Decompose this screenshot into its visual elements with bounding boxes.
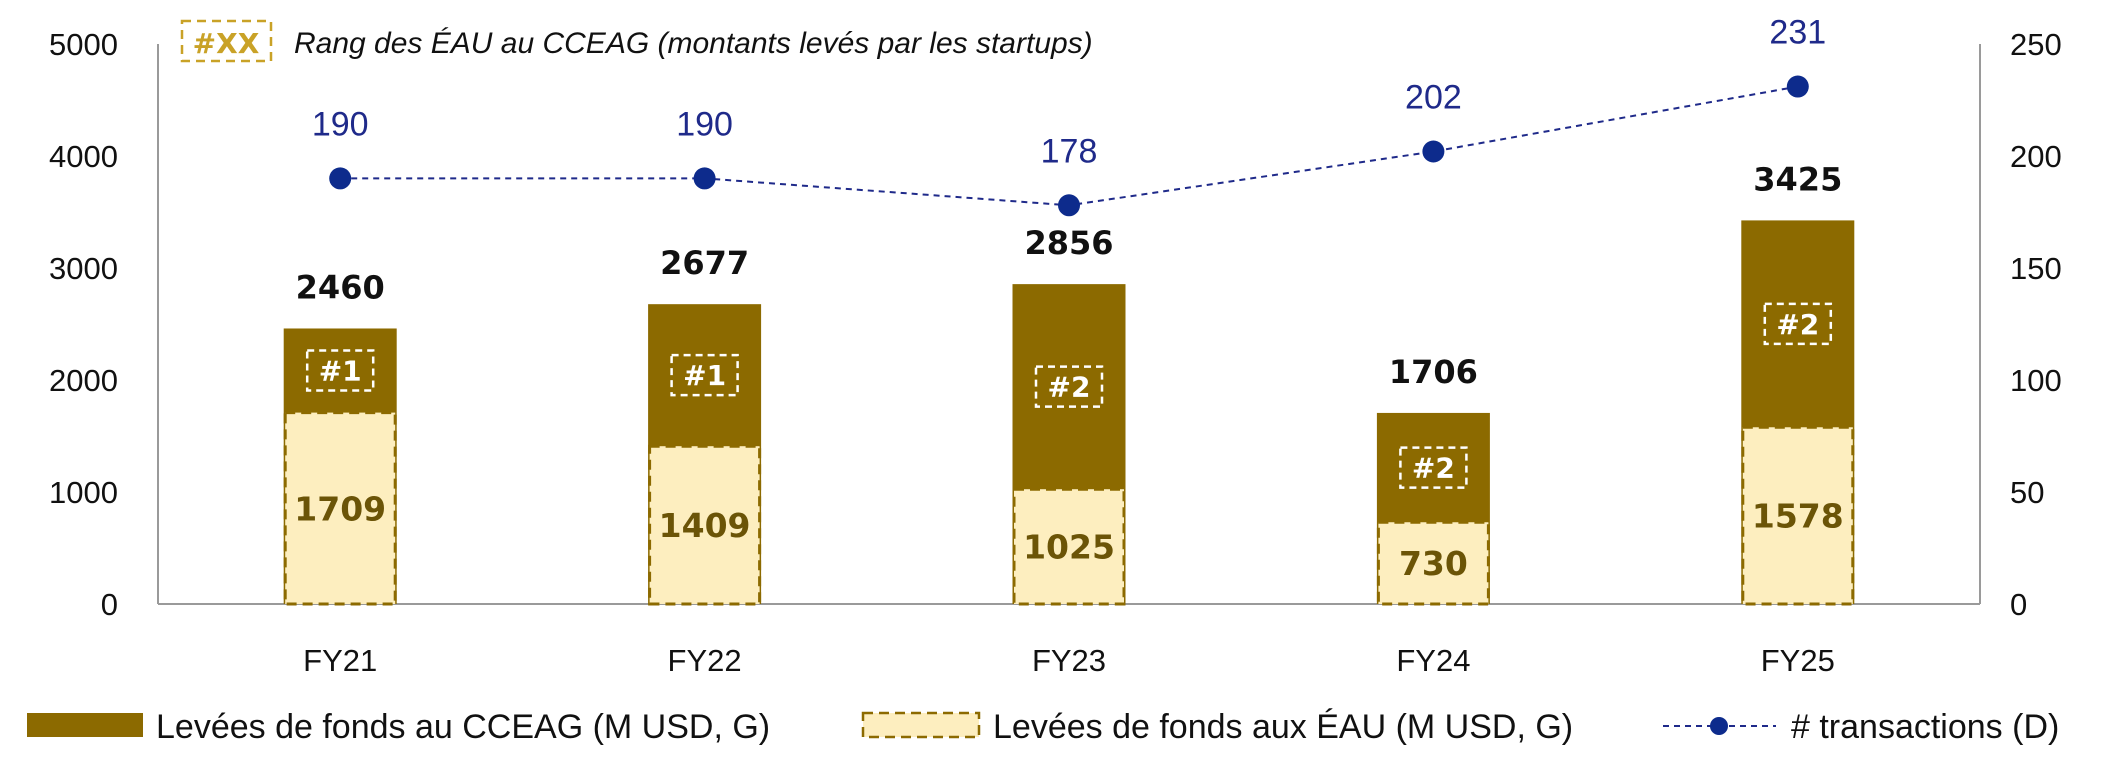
uae-bar <box>1012 487 1126 606</box>
y-left-tick-label: 1000 <box>49 475 118 510</box>
uae-value-label: 1409 <box>659 506 751 545</box>
x-tick-label: FY21 <box>303 643 377 678</box>
transactions-label: 178 <box>1041 132 1098 170</box>
y-left-tick-label: 5000 <box>49 27 118 62</box>
gcc-total-label: 2856 <box>1024 224 1113 262</box>
transactions-label: 190 <box>312 105 369 143</box>
rank-label: #2 <box>1048 371 1091 404</box>
transactions-line <box>329 75 1809 217</box>
rank-box <box>1399 446 1468 489</box>
transactions-point <box>1786 75 1809 98</box>
legend-swatch-marker <box>1710 717 1728 735</box>
transactions-label: 202 <box>1405 79 1462 117</box>
legend-swatch-gcc <box>27 713 143 737</box>
rank-box <box>1034 365 1104 408</box>
rank-box <box>305 349 375 392</box>
y-left-tick-label: 2000 <box>49 363 118 398</box>
y-right-tick-label: 50 <box>2010 475 2044 510</box>
uae-bar <box>283 411 397 606</box>
rank-annotation: #XX Rang des ÉAU au CCEAG (montants levé… <box>180 19 1093 63</box>
uae-value-label: 1709 <box>294 489 386 528</box>
uae-value-label: 730 <box>1399 544 1468 583</box>
uae-bar <box>1376 520 1490 606</box>
legend-swatch-uae <box>861 711 981 739</box>
y-right-tick-label: 250 <box>2010 27 2062 62</box>
y-left-tick-label: 4000 <box>49 139 118 174</box>
uae-bar <box>1741 425 1855 606</box>
rank-label: #2 <box>1412 452 1455 485</box>
legend-label-transactions: # transactions (D) <box>1791 708 2059 746</box>
uae-value-label: 1578 <box>1752 497 1844 536</box>
axes: 0 1000 2000 3000 4000 5000 0 50 100 150 200 250 FY21… <box>49 27 2062 678</box>
y-left-tick-label: 0 <box>101 587 118 622</box>
rank-label: #1 <box>683 359 726 392</box>
x-tick-label: FY22 <box>668 643 742 678</box>
legend: Levées de fonds au CCEAG (M USD, G) Levée… <box>27 708 2059 746</box>
legend-label-gcc: Levées de fonds au CCEAG (M USD, G) <box>156 708 770 746</box>
transactions-point <box>1422 140 1445 163</box>
legend-label-uae: Levées de fonds aux ÉAU (M USD, G) <box>993 708 1573 746</box>
gcc-total-label: 1706 <box>1389 353 1478 391</box>
rank-label: #1 <box>319 355 362 388</box>
y-left-tick-label: 3000 <box>49 251 118 286</box>
bars <box>283 220 1855 606</box>
y-right-tick-label: 100 <box>2010 363 2062 398</box>
y-right-tick-label: 200 <box>2010 139 2062 174</box>
annotation-text: Rang des ÉAU au CCEAG (montants levés pa… <box>294 27 1093 60</box>
annotation-key: #XX <box>193 27 260 60</box>
uae-value-label: 1025 <box>1023 528 1115 567</box>
y-right-tick-label: 150 <box>2010 251 2062 286</box>
transactions-point <box>1058 194 1080 217</box>
transactions-point <box>329 167 352 190</box>
data-labels: 2460 1709 #1 2677 1409 #1 2856 1025 #2 1706 730 #2 3… <box>294 14 1843 584</box>
x-tick-label: FY25 <box>1761 643 1835 678</box>
gcc-total-label: 2460 <box>296 268 385 306</box>
x-tick-label: FY23 <box>1032 643 1106 678</box>
gcc-total-label: 2677 <box>660 244 749 282</box>
annotation-key-box <box>180 19 273 63</box>
rank-box <box>1763 302 1833 346</box>
y-right-tick-label: 0 <box>2010 587 2027 622</box>
uae-bar <box>648 444 762 606</box>
transactions-label: 190 <box>676 105 733 143</box>
rank-label: #2 <box>1776 308 1819 341</box>
x-tick-label: FY24 <box>1396 643 1470 678</box>
transactions-label: 231 <box>1769 14 1826 52</box>
transactions-point <box>693 167 716 190</box>
gcc-total-label: 3425 <box>1753 160 1842 198</box>
rank-box <box>670 353 739 397</box>
